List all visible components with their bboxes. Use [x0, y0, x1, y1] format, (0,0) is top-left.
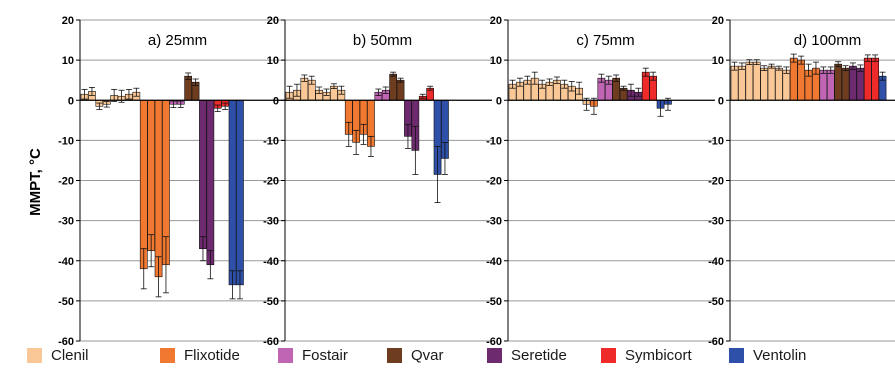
bar [389, 73, 398, 101]
y-tick-label: -40 [708, 256, 724, 268]
legend-swatch [487, 348, 502, 363]
bar [782, 69, 791, 101]
bar [730, 65, 739, 101]
chart-legend: Clenil Flixotide Fostair Qvar Seretide Symbic… [0, 347, 895, 371]
y-tick-label: -60 [708, 336, 724, 348]
panel-title: b) 50mm [353, 32, 412, 49]
bar [789, 57, 798, 101]
legend-swatch [601, 348, 616, 363]
y-axis-label: MMPT, °C [27, 148, 44, 216]
bar [752, 61, 761, 101]
bar [206, 99, 215, 266]
bar [760, 67, 768, 101]
y-tick-label: -20 [58, 176, 74, 188]
panel-title: c) 75mm [576, 32, 634, 49]
y-tick-label: -60 [486, 336, 502, 348]
y-tick-label: -50 [58, 296, 74, 308]
legend-label: Ventolin [753, 347, 807, 364]
y-tick-label: 20 [62, 15, 74, 27]
legend-item: Ventolin [729, 347, 806, 364]
legend-item: Symbicort [601, 347, 692, 364]
legend-item: Flixotide [160, 347, 240, 364]
legend-item: Qvar [387, 347, 444, 364]
bar [147, 99, 156, 252]
legend-label: Flixotide [184, 347, 240, 364]
y-tick-label: -30 [708, 216, 724, 228]
y-tick-label: -10 [58, 135, 74, 147]
legend-swatch [160, 348, 175, 363]
legend-item: Seretide [487, 347, 567, 364]
y-tick-label: -20 [486, 176, 502, 188]
legend-label: Clenil [51, 347, 89, 364]
y-tick-label: -10 [263, 135, 279, 147]
y-tick-label: -30 [58, 216, 74, 228]
bar [154, 99, 163, 278]
bar [745, 61, 754, 101]
legend-label: Seretide [511, 347, 567, 364]
bar [819, 69, 828, 101]
y-tick-label: 0 [68, 95, 74, 107]
bar [396, 79, 405, 101]
legend-label: Fostair [302, 347, 348, 364]
y-tick-label: -10 [486, 135, 502, 147]
legend-swatch [27, 348, 42, 363]
bar [184, 75, 193, 101]
legend-swatch [729, 348, 744, 363]
y-tick-label: 20 [267, 15, 279, 27]
bar [738, 65, 746, 101]
legend-swatch [278, 348, 293, 363]
y-tick-label: 20 [490, 15, 502, 27]
legend-item: Fostair [278, 347, 348, 364]
legend-label: Qvar [411, 347, 444, 364]
bar [199, 99, 207, 250]
bar [767, 65, 776, 101]
y-tick-label: 0 [273, 95, 279, 107]
y-tick-label: 20 [712, 15, 724, 27]
y-tick-label: 10 [712, 55, 724, 67]
bar [871, 57, 879, 101]
y-tick-label: -30 [263, 216, 279, 228]
legend-label: Symbicort [625, 347, 692, 364]
bar [228, 99, 237, 286]
y-tick-label: -20 [708, 176, 724, 188]
bar [849, 65, 857, 101]
y-tick-label: -40 [263, 256, 279, 268]
y-tick-label: -50 [263, 296, 279, 308]
y-tick-label: 10 [267, 55, 279, 67]
legend-item: Clenil [27, 347, 89, 364]
panel-title: d) 100mm [794, 32, 862, 49]
y-tick-label: 10 [490, 55, 502, 67]
y-tick-label: 0 [496, 95, 502, 107]
legend-swatch [387, 348, 402, 363]
bar [139, 99, 148, 270]
y-tick-label: -60 [58, 336, 74, 348]
bar [834, 63, 842, 101]
panel-4: 20 10 0 -10 -20 -30 -40 -50 -60 d) 100mm [708, 15, 895, 348]
chart-panels: 20 10 0 -10 -20 -30 -40 -50 -60 a) 25mm 20 10 0 -10 -2… [58, 15, 895, 348]
bar [856, 67, 865, 101]
y-tick-label: -10 [708, 135, 724, 147]
panel-1: 20 10 0 -10 -20 -30 -40 -50 -60 a) 25mm [58, 15, 287, 348]
y-tick-label: -50 [708, 296, 724, 308]
bar [775, 67, 783, 101]
panel-title: a) 25mm [148, 32, 207, 49]
y-tick-label: 10 [62, 55, 74, 67]
panel-3: 20 10 0 -10 -20 -30 -40 -50 -60 c) 75mm [486, 15, 715, 348]
bar [826, 69, 835, 101]
y-tick-label: -50 [486, 296, 502, 308]
y-tick-label: -60 [263, 336, 279, 348]
bar [797, 59, 805, 101]
panel-2: 20 10 0 -10 -20 -30 -40 -50 -60 b) 50mm [263, 15, 492, 348]
bar [236, 99, 244, 286]
y-tick-label: 0 [718, 95, 724, 107]
y-tick-label: -40 [486, 256, 502, 268]
y-tick-label: -20 [263, 176, 279, 188]
bar [841, 67, 850, 101]
bar [863, 57, 872, 101]
y-tick-label: -30 [486, 216, 502, 228]
y-tick-label: -40 [58, 256, 74, 268]
